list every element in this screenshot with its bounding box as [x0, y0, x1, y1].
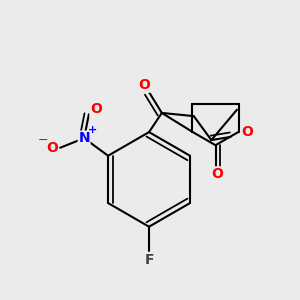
Text: −: − — [37, 134, 48, 147]
Text: F: F — [144, 253, 154, 267]
Text: O: O — [211, 167, 223, 181]
Text: O: O — [46, 141, 58, 155]
Text: O: O — [241, 124, 253, 139]
Text: +: + — [88, 125, 97, 135]
Text: O: O — [138, 78, 150, 92]
Text: N: N — [78, 131, 90, 145]
Text: O: O — [90, 102, 102, 116]
